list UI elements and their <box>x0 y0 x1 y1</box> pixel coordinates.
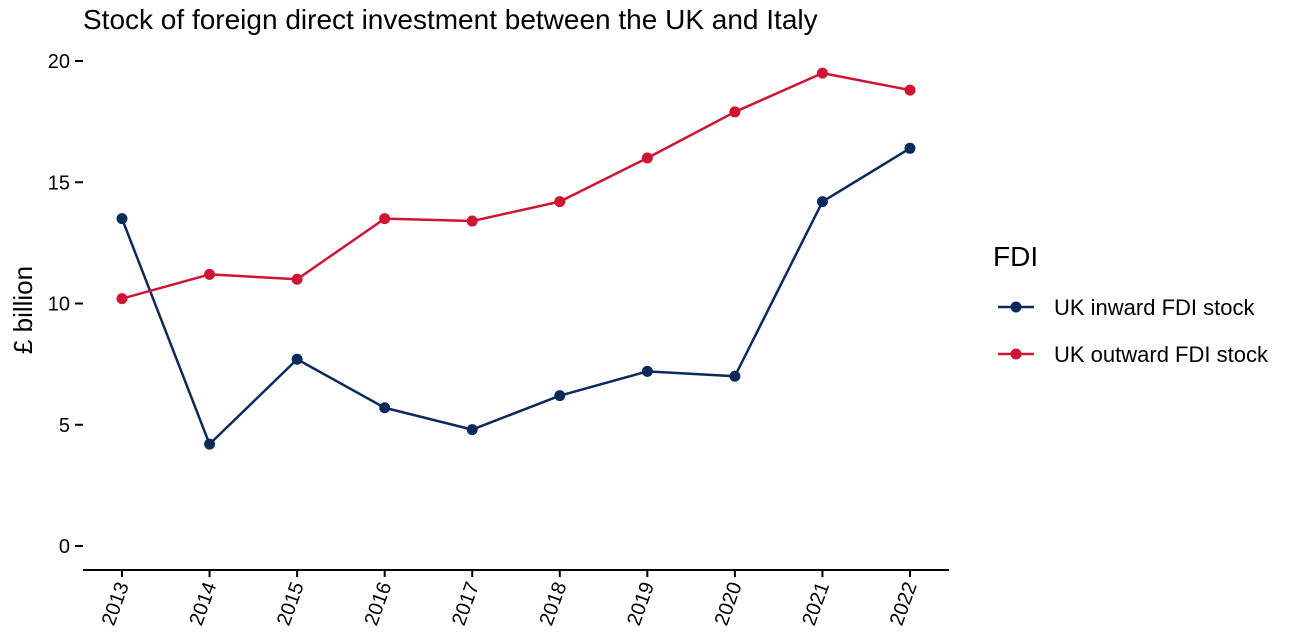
y-tick-label: 5 <box>59 415 70 437</box>
data-point <box>641 365 653 377</box>
data-point <box>291 273 303 285</box>
legend-item: UK inward FDI stock <box>998 295 1255 320</box>
data-point <box>379 213 391 225</box>
x-tick-label: 2022 <box>886 579 922 628</box>
data-point <box>904 142 916 154</box>
y-tick-label: 20 <box>48 51 70 73</box>
data-point <box>204 438 216 450</box>
x-tick-label: 2017 <box>448 579 484 628</box>
series-layer <box>116 67 916 450</box>
data-point <box>291 353 303 365</box>
data-point <box>729 370 741 382</box>
data-point <box>816 196 828 208</box>
x-tick-label: 2018 <box>536 579 572 628</box>
data-point <box>116 213 128 225</box>
data-point <box>554 196 566 208</box>
legend-items: UK inward FDI stock UK outward FDI stock <box>998 295 1269 367</box>
y-axis: 0 5 10 15 20 <box>48 51 83 558</box>
x-tick-label: 2020 <box>711 579 747 628</box>
x-tick-label: 2013 <box>98 579 134 628</box>
legend-swatch-point <box>1010 348 1022 360</box>
legend-title: FDI <box>993 241 1038 272</box>
x-tick-label: 2014 <box>185 579 221 628</box>
series-line <box>120 147 911 446</box>
data-point <box>729 106 741 118</box>
data-point <box>904 84 916 96</box>
x-axis: 2013 2014 2015 2016 2017 2018 2019 2020 2021 2022 <box>83 569 949 629</box>
data-point <box>466 215 478 227</box>
legend-label: UK inward FDI stock <box>1054 295 1255 320</box>
x-tick-label: 2015 <box>273 579 309 628</box>
data-point <box>466 424 478 436</box>
series-line <box>121 71 911 300</box>
data-point <box>116 293 128 305</box>
x-tick-label: 2019 <box>623 579 659 628</box>
legend: FDI UK inward FDI stock UK outward FDI st… <box>993 241 1269 367</box>
legend-label: UK outward FDI stock <box>1054 342 1269 367</box>
series-inward <box>116 142 916 450</box>
data-point <box>204 268 216 280</box>
y-axis-title: £ billion <box>8 266 38 354</box>
chart-title: Stock of foreign direct investment betwe… <box>83 4 818 35</box>
y-tick-label: 15 <box>48 172 70 194</box>
legend-swatch-point <box>1010 301 1022 313</box>
data-point <box>641 152 653 164</box>
y-tick-label: 10 <box>48 294 70 316</box>
data-point <box>379 402 391 414</box>
x-tick-label: 2016 <box>360 579 396 628</box>
x-tick-label: 2021 <box>798 579 834 628</box>
legend-item: UK outward FDI stock <box>998 342 1269 367</box>
y-tick-label: 0 <box>59 536 70 558</box>
data-point <box>554 390 566 402</box>
data-point <box>816 67 828 79</box>
series-outward <box>116 67 916 305</box>
